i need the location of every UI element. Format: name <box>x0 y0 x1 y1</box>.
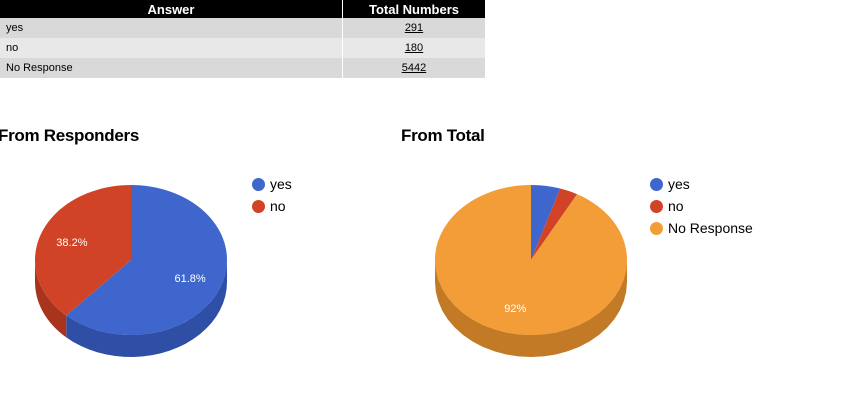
total-legend: yes no No Response <box>650 173 753 239</box>
legend-item-no_response: No Response <box>650 217 753 239</box>
responders-chart-title: From Responders <box>0 126 139 145</box>
responders-pie-chart: 61.8% 38.2% <box>35 185 228 357</box>
table-row: No Response 5442 <box>0 58 485 78</box>
legend-item-yes: yes <box>252 173 292 195</box>
legend-label: yes <box>270 176 292 192</box>
total-cell[interactable]: 5442 <box>342 58 485 78</box>
pie-slice-no_response <box>435 185 627 335</box>
pie-percent-label-no_response: 92% <box>504 303 526 315</box>
answer-cell: yes <box>0 18 343 38</box>
total-cell[interactable]: 291 <box>342 18 485 38</box>
total-cell[interactable]: 180 <box>342 38 485 58</box>
legend-swatch <box>252 199 265 213</box>
responders-legend: yes no <box>252 173 292 217</box>
pie-slice-yes <box>66 185 227 335</box>
answer-cell: no <box>0 38 343 58</box>
pie-slice-yes <box>531 185 561 260</box>
legend-label: no <box>668 198 684 214</box>
table-row: yes 291 <box>0 18 485 38</box>
legend-item-no: no <box>252 195 292 217</box>
legend-swatch <box>650 221 663 235</box>
total-pie-chart: 92% <box>435 185 627 357</box>
legend-swatch <box>650 177 663 191</box>
legend-swatch <box>650 199 663 213</box>
total-numbers-column-header: Total Numbers <box>342 0 485 18</box>
pie-slice-side-yes <box>66 260 228 357</box>
table-row: no 180 <box>0 38 485 58</box>
table-header-row: Answer Total Numbers <box>0 0 485 18</box>
legend-item-yes: yes <box>650 173 753 195</box>
pie-percent-label-no: 38.2% <box>56 237 87 249</box>
results-table: Answer Total Numbers yes 291 no 180 No R… <box>0 0 485 78</box>
legend-label: yes <box>668 176 690 192</box>
answer-cell: No Response <box>0 58 343 78</box>
pie-percent-label-yes: 61.8% <box>174 273 205 285</box>
pie-slice-no <box>35 185 131 316</box>
legend-swatch <box>252 177 265 191</box>
pie-slice-no <box>531 188 578 260</box>
pie-slice-side-no <box>35 260 67 338</box>
legend-label: No Response <box>668 220 753 236</box>
total-chart-title: From Total <box>401 126 485 145</box>
legend-label: no <box>270 198 286 214</box>
legend-item-no: no <box>650 195 753 217</box>
pie-slice-side-no_response <box>435 260 627 357</box>
answer-column-header: Answer <box>0 0 343 18</box>
